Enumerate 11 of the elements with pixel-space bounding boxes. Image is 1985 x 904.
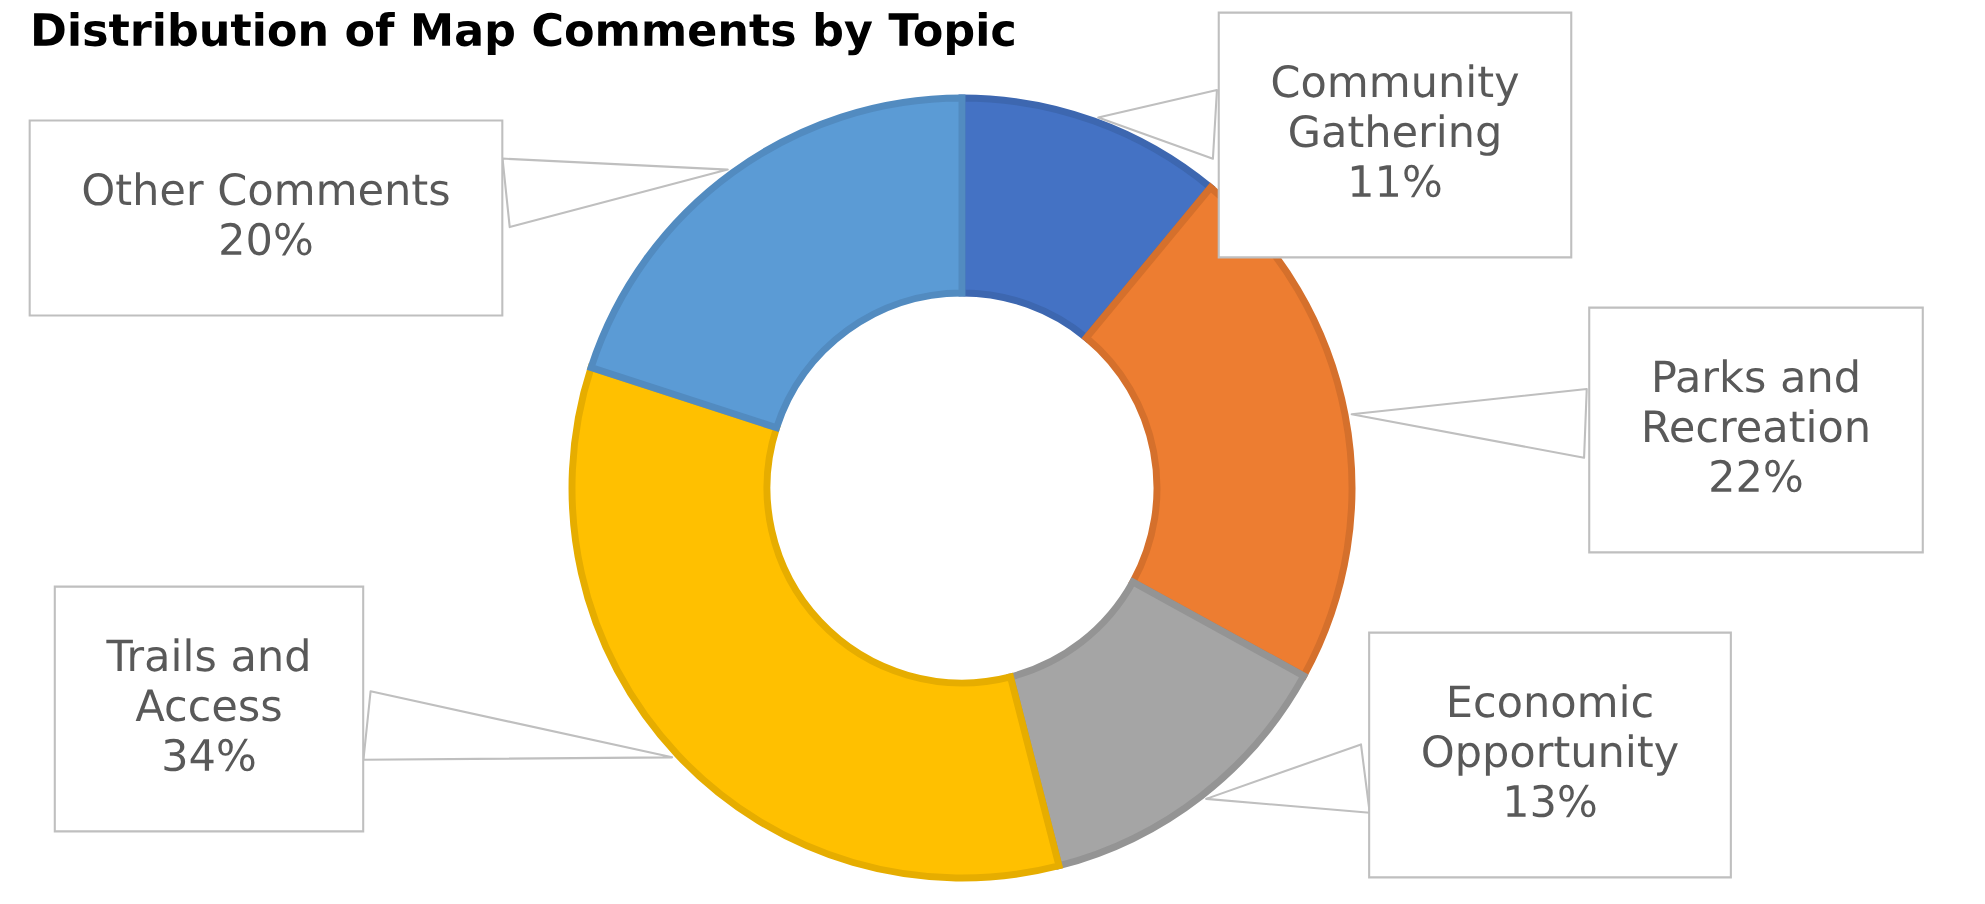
chart-title: Distribution of Map Comments by Topic bbox=[34, 12, 1014, 56]
data-label: 34% bbox=[164, 738, 255, 772]
slice-label: Economic Opportunity bbox=[1423, 684, 1678, 776]
data-label: 20% bbox=[221, 222, 312, 256]
slice-label: Other Comments bbox=[83, 172, 449, 206]
data-label: 11% bbox=[1351, 164, 1441, 198]
slice-label: Parks and Recreation bbox=[1645, 359, 1868, 443]
slice-label: Trails and Access bbox=[106, 638, 308, 722]
data-label: 13% bbox=[1506, 784, 1596, 818]
slice-label: Community Gathering bbox=[1272, 64, 1519, 156]
data-label: 22% bbox=[1711, 459, 1802, 493]
